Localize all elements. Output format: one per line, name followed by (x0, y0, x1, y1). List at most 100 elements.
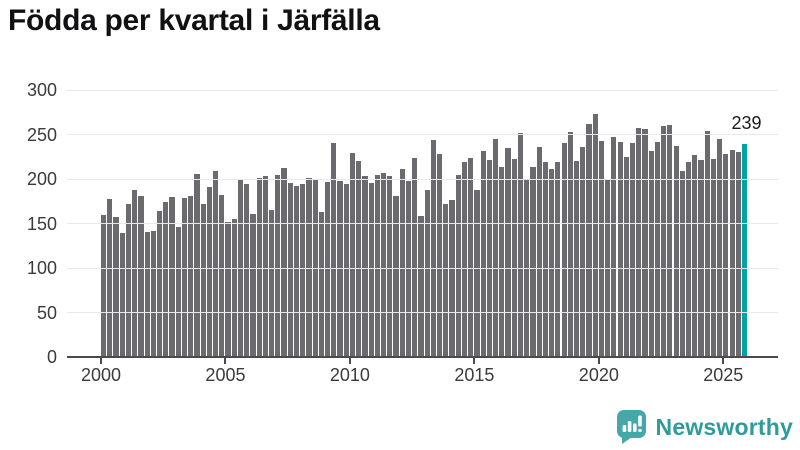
bar-2015 Q2 (480, 150, 486, 357)
bar-2025 Q2 (729, 149, 735, 357)
x-axis-tick-2015 (473, 358, 476, 364)
y-axis-label-50: 50 (36, 302, 57, 323)
bar-2010 Q2 (356, 161, 362, 357)
value-annotation: 239 (731, 113, 762, 133)
bar-2000 Q1 (101, 214, 107, 357)
bar-2012 Q1 (399, 169, 405, 357)
bar-2001 Q3 (138, 195, 144, 357)
bar-2023 Q4 (692, 154, 698, 357)
bar-2007 Q1 (275, 175, 281, 357)
bar-2001 Q4 (144, 232, 150, 357)
bar-2022 Q2 (654, 141, 661, 357)
bar-2022 Q4 (667, 124, 673, 357)
bar-2007 Q2 (281, 168, 287, 357)
y-axis-label-0: 0 (46, 347, 57, 367)
newsworthy-wordmark: Newsworthy (655, 413, 793, 440)
bar-2016 Q2 (505, 147, 511, 357)
bar-2009 Q3 (337, 180, 343, 357)
bar-2011 Q3 (387, 176, 393, 357)
gridline-150 (67, 223, 778, 224)
bar-2002 Q2 (157, 211, 163, 357)
bar-2013 Q3 (437, 154, 443, 357)
x-axis-label-2025: 2025 (703, 365, 744, 385)
bar-2009 Q1 (325, 181, 331, 357)
gridline-50 (67, 312, 778, 313)
x-axis-label-2020: 2020 (578, 365, 619, 385)
bar-2002 Q3 (163, 202, 169, 357)
bar-2003 Q4 (194, 173, 200, 357)
y-axis-label-150: 150 (26, 213, 57, 234)
bar-2014 Q4 (468, 157, 474, 357)
bar-2010 Q1 (349, 153, 356, 357)
bar-2007 Q3 (287, 183, 293, 357)
bar-2020 Q4 (617, 141, 623, 357)
bar-2021 Q4 (642, 129, 648, 357)
bar-2019 Q2 (580, 146, 586, 357)
x-axis-line (67, 356, 778, 358)
x-axis-tick-2020 (597, 358, 600, 364)
bar-2024 Q4 (717, 138, 723, 357)
bar-2003 Q3 (188, 195, 194, 357)
bar-2014 Q2 (455, 175, 461, 357)
bar-2011 Q4 (393, 195, 399, 357)
bar-2007 Q4 (293, 186, 300, 357)
bar-2008 Q4 (318, 211, 324, 357)
bar-2014 Q3 (461, 162, 468, 357)
x-axis-label-2010: 2010 (329, 365, 370, 385)
bar-2025 Q1 (723, 154, 729, 357)
bar-2000 Q2 (107, 198, 113, 357)
bar-2006 Q4 (269, 210, 275, 357)
y-axis-label-250: 250 (26, 124, 57, 145)
bar-2010 Q3 (362, 176, 368, 357)
bar-2013 Q2 (430, 139, 436, 357)
bar-2012 Q3 (412, 157, 418, 357)
bar-2011 Q1 (374, 174, 380, 357)
bar-2016 Q3 (511, 159, 517, 357)
bar-2001 Q1 (125, 203, 132, 357)
bar-2009 Q2 (331, 143, 337, 357)
bar-2017 Q2 (530, 167, 536, 357)
bar-2021 Q2 (629, 142, 636, 357)
bar-2006 Q3 (262, 176, 268, 357)
bar-2004 Q1 (200, 203, 206, 357)
bar-2002 Q4 (169, 196, 175, 357)
y-axis-label-300: 300 (26, 80, 57, 100)
bar-2003 Q2 (181, 197, 188, 357)
bar-2017 Q4 (542, 162, 549, 357)
bar-2012 Q2 (405, 180, 412, 357)
bar-2001 Q2 (132, 189, 138, 357)
x-axis-tick-2025 (722, 358, 725, 364)
y-axis-label-200: 200 (26, 169, 57, 189)
bar-2016 Q4 (517, 132, 524, 357)
bar-2010 Q4 (368, 183, 374, 357)
newsworthy-logo: Newsworthy (616, 409, 793, 445)
x-axis-tick-2005 (224, 358, 227, 364)
bar-2021 Q3 (636, 128, 642, 357)
bar-2004 Q4 (219, 195, 225, 357)
bar-2018 Q2 (555, 162, 561, 357)
bar-2014 Q1 (449, 200, 455, 357)
bar-2015 Q1 (474, 189, 480, 357)
bar-2008 Q1 (300, 184, 306, 357)
bar-2009 Q4 (343, 184, 349, 357)
bar-2019 Q3 (586, 123, 592, 357)
bar-2015 Q4 (493, 138, 499, 357)
bar-2013 Q1 (424, 189, 430, 357)
bar-2019 Q4 (592, 114, 598, 357)
bar-2005 Q2 (231, 219, 237, 357)
gridline-200 (67, 178, 778, 180)
bar-2004 Q2 (206, 187, 212, 357)
chart-title: Födda per kvartal i Järfälla (8, 4, 380, 37)
bar-2024 Q3 (710, 159, 717, 357)
y-axis-label-100: 100 (26, 258, 57, 278)
bar-2004 Q3 (213, 171, 219, 357)
bar-2023 Q2 (679, 171, 685, 357)
bar-2023 Q1 (673, 146, 679, 357)
bar-2022 Q1 (648, 151, 654, 357)
bar-2018 Q3 (561, 143, 567, 357)
bar-2013 Q4 (443, 203, 449, 357)
bar-2003 Q1 (175, 227, 181, 357)
bar-2018 Q1 (549, 169, 555, 357)
bar-2005 Q4 (244, 184, 250, 357)
bar-2002 Q1 (150, 230, 156, 357)
